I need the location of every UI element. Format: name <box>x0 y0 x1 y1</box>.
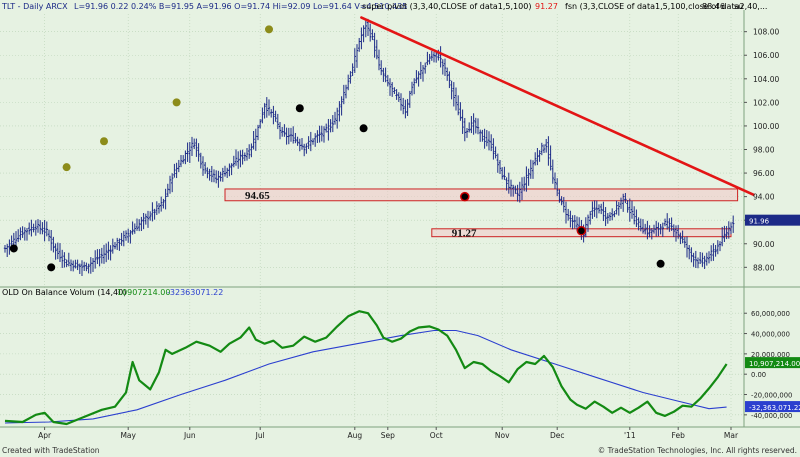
study1-label: super pivot (3,3,40,CLOSE of data1,5,100… <box>362 2 531 11</box>
last-price-label: 91.96 <box>749 218 770 226</box>
price-tick-label: 108.00 <box>753 28 779 37</box>
obv-tick-label: 20,000,000 <box>751 351 790 359</box>
time-axis: Apr May Jun Jul Aug Sep Oct Nov Dec '11 Feb Mar <box>38 427 739 440</box>
obv-last-label-box <box>745 357 800 369</box>
obv-title: OLD On Balance Volum (14,40) <box>2 288 126 297</box>
price-tick-label: 88.00 <box>753 263 775 272</box>
obv-average-line <box>4 329 727 424</box>
pivot-low-marker <box>359 124 368 133</box>
support-zone-label: 94.65 <box>245 190 270 202</box>
obv-lines <box>4 310 728 426</box>
symbol-title: TLT - Daily ARCX <box>1 2 68 11</box>
obv-tick-label: 0.00 <box>751 371 766 379</box>
price-tick-label: 100.00 <box>753 122 779 131</box>
pivot-markers <box>9 25 665 272</box>
obv-avg-last-label: -32,363,071.22 <box>749 404 800 412</box>
time-tick-label: Dec <box>550 431 565 440</box>
time-tick-label: Mar <box>724 431 739 440</box>
footer-copyright: © TradeStation Technologies, Inc. All ri… <box>598 446 797 455</box>
time-tick-label: '11 <box>624 431 636 440</box>
trendline <box>360 16 755 197</box>
price-bars <box>3 18 735 276</box>
quote-stats: L=91.96 0.22 0.24% B=91.95 A=91.96 O=91.… <box>74 2 407 11</box>
last-price-label-box <box>745 214 800 226</box>
footer-credit: Created with TradeStation <box>2 446 100 455</box>
time-tick-label: Jun <box>183 431 196 440</box>
obv-line <box>4 310 728 426</box>
obv-axis: -40,000,000 -20,000,000 0.00 20,000,000 40,0… <box>744 310 792 420</box>
study2-label: fsn (3,3,CLOSE of data1,5,100,close of d… <box>565 2 767 11</box>
obv-tick-label: -20,000,000 <box>751 392 792 400</box>
obv-tick-label: -40,000,000 <box>751 412 792 420</box>
pivot-high-marker <box>62 163 71 172</box>
study2-tail: su <box>734 2 743 11</box>
pivot-high-marker <box>265 25 273 34</box>
price-tick-label: 90.00 <box>753 240 775 249</box>
obv-tick-label: 60,000,000 <box>751 310 790 318</box>
time-tick-label: Aug <box>347 431 362 440</box>
pivot-low-marker <box>656 259 665 268</box>
time-tick-label: Nov <box>495 431 510 440</box>
price-tick-label: 96.00 <box>753 169 775 178</box>
obv-avg-last-label-box <box>745 401 800 413</box>
support-zone-label: 91.27 <box>452 228 477 240</box>
price-tick-label: 98.00 <box>753 146 775 155</box>
time-tick-label: May <box>120 431 136 440</box>
pivot-high-marker <box>100 137 108 146</box>
obv-tick-label: 40,000,000 <box>751 331 790 339</box>
time-tick-label: Jul <box>255 431 265 440</box>
pivot-low-marker <box>460 191 470 202</box>
pivot-low-marker <box>47 263 56 272</box>
time-tick-label: Oct <box>430 431 443 440</box>
price-tick-label: 102.00 <box>753 98 779 107</box>
pivot-low-marker <box>9 244 18 253</box>
time-tick-label: Apr <box>38 431 52 440</box>
pivot-low-marker <box>576 226 587 236</box>
price-tick-label: 106.00 <box>753 51 779 60</box>
pivot-high-marker <box>172 98 181 107</box>
study2-value: 88.46 <box>702 2 725 11</box>
obv-value: 10907214.00 <box>117 288 170 297</box>
last-value-labels: 91.96 10,907,214.00 -32,363,071.22 <box>745 214 800 413</box>
time-tick-label: Feb <box>672 431 686 440</box>
pivot-low-marker <box>295 104 304 113</box>
downtrend-line <box>360 16 755 197</box>
price-tick-label: 104.00 <box>753 75 779 84</box>
study1-value: 91.27 <box>535 2 558 11</box>
time-tick-label: Sep <box>381 431 395 440</box>
obv-avg-value: -32363071.22 <box>167 288 223 297</box>
price-tick-label: 94.00 <box>753 193 775 202</box>
obv-last-label: 10,907,214.00 <box>749 360 800 368</box>
support-zone <box>224 188 739 202</box>
